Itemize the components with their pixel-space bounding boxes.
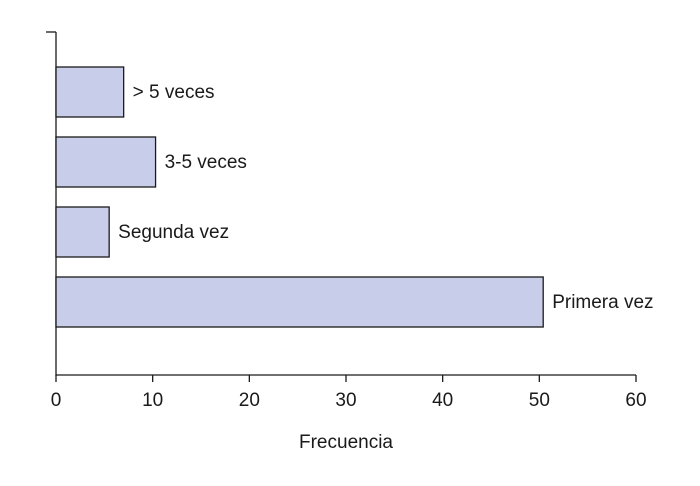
bar-label: 3-5 veces <box>165 152 247 173</box>
bar <box>55 276 544 328</box>
x-tick-label: 0 <box>51 390 62 411</box>
bar <box>55 136 157 188</box>
bar-label: Primera vez <box>552 292 653 313</box>
bar-label: > 5 veces <box>133 82 215 103</box>
x-axis-label: Frecuencia <box>299 432 393 453</box>
x-tick-label: 60 <box>625 390 646 411</box>
bar <box>55 206 110 258</box>
x-tick-label: 20 <box>239 390 260 411</box>
x-tick-label: 50 <box>529 390 550 411</box>
x-tick-label: 40 <box>432 390 453 411</box>
x-tick-label: 10 <box>142 390 163 411</box>
x-tick-label: 30 <box>335 390 356 411</box>
bar-label: Segunda vez <box>118 222 229 243</box>
bar <box>55 66 125 118</box>
